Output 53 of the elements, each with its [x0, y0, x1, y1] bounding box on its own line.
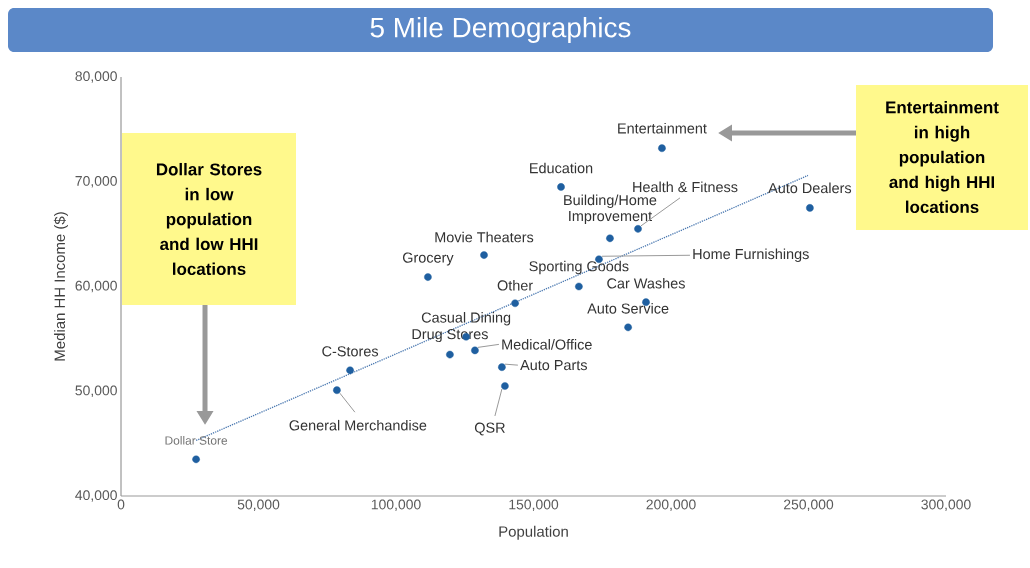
y-tick-label: 70,000 — [75, 175, 117, 188]
point — [806, 204, 814, 212]
annotation: Home Furnishings — [693, 248, 809, 262]
point — [471, 346, 479, 355]
x-tick-label: 150,000 — [509, 499, 559, 512]
x-tick-label: 0 — [117, 499, 125, 510]
point — [501, 382, 509, 390]
point — [480, 251, 488, 259]
x-tick-label: 250,000 — [784, 499, 834, 512]
point — [557, 183, 565, 191]
point — [446, 350, 454, 359]
annotation: Car Washes — [607, 277, 685, 289]
chart-title: 5 Mile Demographics — [370, 17, 631, 43]
y-tick-label: 50,000 — [75, 385, 117, 397]
point — [624, 323, 632, 332]
point — [498, 363, 506, 371]
y-axis-title: Median HH Income ($) — [53, 212, 68, 361]
point — [634, 225, 642, 233]
annotation: Medical/Office — [502, 339, 592, 350]
annotation: Building/Home Improvement — [564, 194, 657, 225]
annotation: Dollar Store — [165, 435, 228, 445]
x-axis-title: Population — [499, 525, 568, 540]
point — [424, 273, 432, 281]
point — [192, 455, 200, 464]
annotation: Entertainment — [618, 122, 707, 134]
x-tick-label: 100,000 — [371, 499, 421, 512]
annotation: Entertainment in high population and high HHI locations — [886, 100, 999, 214]
annotation: C-Stores — [322, 346, 379, 357]
point — [658, 144, 666, 153]
y-tick-label: 60,000 — [75, 280, 117, 293]
annotation: QSR — [474, 422, 505, 436]
annotation: Casual Dining — [421, 312, 511, 326]
annotation: Health & Fitness — [633, 181, 738, 193]
point — [511, 299, 519, 308]
annotation: Grocery — [402, 252, 454, 266]
annotation: General Merchandise — [289, 419, 427, 431]
annotation: Auto Dealers — [768, 182, 852, 194]
y-tick-label: 80,000 — [75, 71, 117, 83]
annotation: Auto Parts — [520, 360, 587, 371]
point — [575, 282, 583, 291]
annotation: Auto Service — [587, 303, 669, 314]
x-tick-label: 200,000 — [646, 499, 696, 512]
x-tick-label: 300,000 — [921, 499, 971, 512]
point — [606, 234, 614, 243]
point — [333, 386, 341, 394]
x-tick-label: 50,000 — [237, 499, 280, 512]
annotation: Movie Theaters — [435, 231, 534, 243]
annotation: Education — [530, 162, 593, 174]
y-tick-label: 40,000 — [75, 490, 117, 502]
annotation: Other — [497, 279, 533, 291]
annotation: Dollar Stores in low population and low HHI locations — [156, 162, 262, 276]
point — [346, 366, 354, 375]
annotation: Sporting Goods — [529, 260, 629, 275]
